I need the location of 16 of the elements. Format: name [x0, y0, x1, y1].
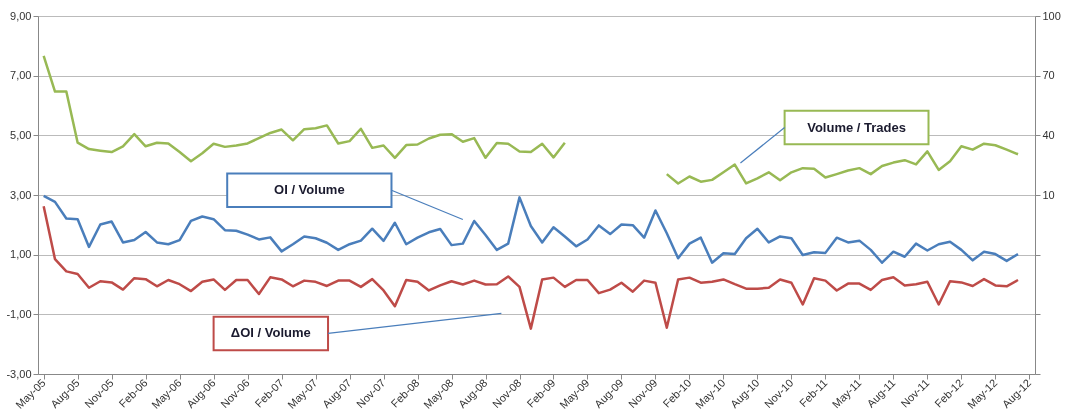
text: ΔOI / Volume — [230, 325, 311, 341]
text: OI / Volume — [274, 182, 345, 198]
y-tick-label: -3,00 — [6, 367, 32, 380]
y-tick-label: 9,00 — [10, 9, 32, 22]
y-tick-label: -1,00 — [6, 307, 32, 320]
y-tick-label: 7,00 — [10, 69, 32, 82]
y2-tick-label: 100 — [1042, 9, 1061, 22]
y-tick-label: 5,00 — [10, 128, 32, 141]
y2-tick-label: 70 — [1042, 69, 1055, 82]
y2-tick-label: 10 — [1042, 188, 1055, 201]
y-tick-label: 3,00 — [10, 188, 32, 201]
series-label: Volume / Trades — [807, 119, 906, 135]
y-tick-label: 1,00 — [10, 248, 32, 261]
line-series — [42, 205, 1020, 330]
y2-tick-label: 40 — [1042, 128, 1055, 141]
line-series — [42, 194, 1020, 264]
